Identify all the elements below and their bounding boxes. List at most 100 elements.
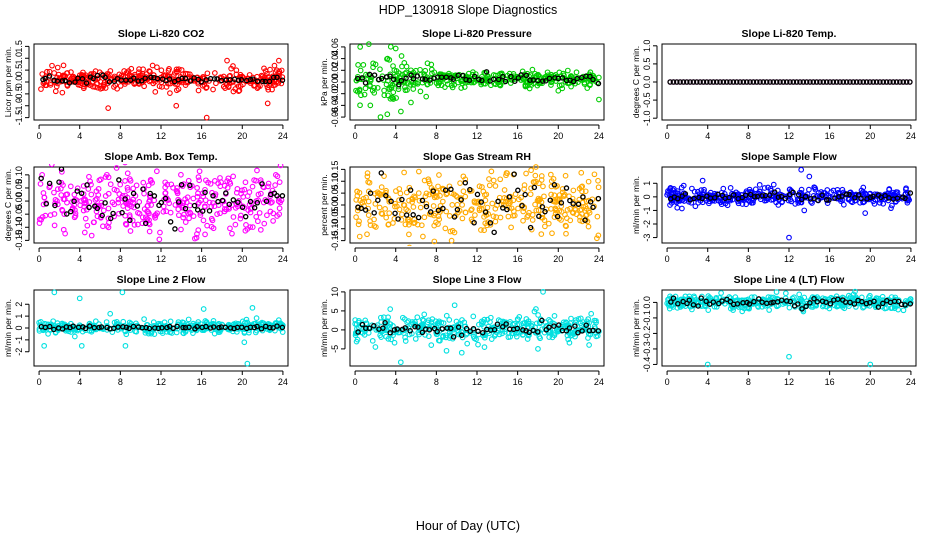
mean-point — [187, 182, 193, 189]
outlier-point — [367, 102, 374, 109]
mean-point — [790, 189, 796, 196]
data-point — [692, 203, 699, 210]
data-point — [531, 179, 538, 186]
mean-point — [96, 324, 102, 331]
data-point — [499, 330, 506, 337]
mean-point — [391, 327, 398, 333]
y-tick-label: -1 — [14, 336, 24, 344]
data-point — [492, 183, 499, 189]
data-point — [538, 177, 545, 183]
data-point — [194, 321, 201, 328]
data-point — [260, 184, 266, 190]
data-point — [593, 319, 599, 326]
mean-point — [858, 195, 864, 202]
data-point — [354, 188, 361, 195]
data-point — [367, 218, 373, 224]
data-point — [387, 43, 394, 50]
data-point — [246, 201, 253, 208]
data-point — [372, 200, 379, 207]
outlier-point — [596, 96, 602, 103]
data-point — [175, 86, 182, 92]
data-point — [398, 108, 404, 115]
mean-point — [210, 324, 217, 330]
mean-point — [530, 77, 537, 83]
mean-point — [502, 78, 509, 85]
data-point — [41, 194, 48, 201]
data-point — [718, 290, 724, 296]
mean-point — [483, 69, 490, 75]
mean-point — [851, 301, 858, 307]
data-point — [538, 173, 545, 179]
data-point — [107, 181, 114, 188]
y-tick-label: 0.0 — [642, 76, 652, 89]
data-point — [141, 83, 147, 90]
data-point — [405, 80, 411, 86]
mean-point — [743, 79, 750, 85]
data-point — [529, 211, 536, 218]
mean-point — [670, 295, 677, 301]
mean-point — [799, 306, 805, 312]
data-point — [401, 169, 407, 176]
data-point — [357, 102, 363, 109]
mean-point — [258, 326, 265, 332]
mean-point — [180, 324, 186, 331]
data-points — [352, 289, 602, 366]
data-point — [170, 184, 176, 191]
mean-point — [494, 321, 501, 327]
mean-point — [434, 328, 440, 335]
mean-point — [771, 189, 778, 195]
data-point — [160, 208, 167, 215]
data-point — [386, 210, 393, 217]
y-tick-label: -0.5 — [642, 92, 652, 108]
mean-point — [554, 213, 561, 220]
mean-point — [398, 77, 405, 84]
mean-point — [583, 322, 589, 328]
data-point — [166, 200, 173, 207]
outlier-point — [78, 342, 85, 349]
mean-point — [820, 79, 827, 85]
data-point — [391, 215, 398, 222]
mean-point — [512, 78, 518, 84]
data-point — [459, 202, 466, 208]
mean-point — [259, 181, 265, 187]
outlier-point — [594, 235, 600, 242]
data-point — [163, 208, 170, 215]
mean-point — [757, 79, 763, 85]
mean-point — [355, 329, 361, 335]
data-point — [409, 199, 415, 205]
data-point — [532, 201, 538, 208]
mean-point — [590, 327, 596, 334]
mean-point — [455, 324, 462, 330]
data-point — [265, 180, 272, 187]
y-tick-label: 0.5 — [14, 64, 24, 77]
data-point — [548, 82, 554, 88]
data-point — [207, 180, 214, 187]
mean-point — [695, 303, 701, 309]
mean-point — [810, 79, 817, 85]
mean-point — [767, 192, 773, 198]
mean-point — [897, 79, 903, 85]
data-point — [215, 180, 222, 187]
mean-point — [376, 76, 382, 83]
data-points — [36, 164, 286, 243]
data-point — [147, 68, 153, 75]
data-point — [145, 182, 152, 189]
x-tick-label: 20 — [865, 377, 875, 387]
mean-point — [823, 197, 830, 203]
data-point — [272, 182, 278, 188]
data-point — [367, 83, 373, 90]
mean-point — [407, 328, 413, 334]
data-point — [82, 215, 89, 222]
data-point — [596, 74, 602, 81]
data-point — [515, 205, 521, 212]
data-point — [83, 199, 89, 206]
data-point — [852, 197, 858, 204]
data-point — [53, 83, 60, 90]
mean-point — [396, 81, 402, 88]
data-point — [393, 76, 400, 83]
data-point — [553, 207, 560, 214]
mean-point — [463, 76, 469, 83]
data-point — [203, 177, 209, 184]
mean-point — [422, 76, 428, 83]
data-point — [528, 322, 535, 329]
